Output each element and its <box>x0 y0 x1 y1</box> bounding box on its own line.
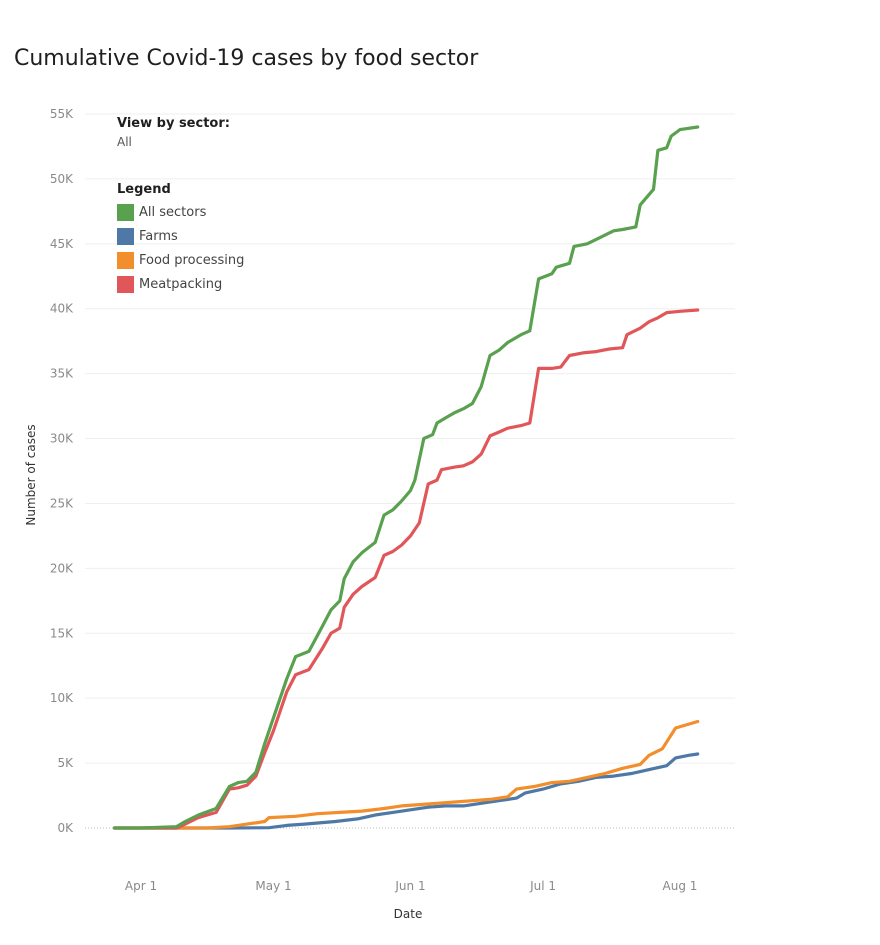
chart-title: Cumulative Covid-19 cases by food sector <box>14 46 479 71</box>
legend-title: Legend <box>117 182 171 197</box>
legend-item-farms[interactable]: Farms <box>117 224 244 248</box>
x-tick-label: May 1 <box>255 879 291 893</box>
y-tick-label: 45K <box>50 237 74 251</box>
gridlines <box>85 113 735 829</box>
y-tick-label: 55K <box>50 107 74 121</box>
series-line-meatpacking[interactable] <box>112 308 700 830</box>
y-tick-label: 30K <box>50 432 74 446</box>
series-line-farms[interactable] <box>112 752 700 830</box>
sector-filter[interactable]: View by sector: All <box>117 116 230 149</box>
series-line-all-sectors[interactable] <box>112 125 700 830</box>
sector-filter-heading: View by sector: <box>117 116 230 131</box>
series-lines <box>112 125 700 830</box>
legend-label: Meatpacking <box>139 276 223 292</box>
y-tick-label: 5K <box>57 756 74 770</box>
legend-label: All sectors <box>139 204 207 220</box>
y-tick-label: 40K <box>50 302 74 316</box>
y-tick-label: 25K <box>50 496 74 510</box>
y-tick-label: 10K <box>50 691 74 705</box>
x-tick-label: Aug 1 <box>663 879 698 893</box>
y-tick-label: 50K <box>50 172 74 186</box>
legend-swatch <box>117 251 134 269</box>
series-line-food-processing[interactable] <box>112 719 700 830</box>
legend-item-meatpacking[interactable]: Meatpacking <box>117 272 244 296</box>
legend-item-food-processing[interactable]: Food processing <box>117 248 244 272</box>
legend-label: Farms <box>139 228 178 244</box>
legend-item-all-sectors[interactable]: All sectors <box>117 200 244 224</box>
y-axis-label: Number of cases <box>24 424 38 525</box>
x-axis-ticks: Apr 1 May 1 Jun 1 Jul 1 Aug 1 <box>125 879 698 893</box>
legend: Legend All sectors Farms Food processing… <box>117 182 244 296</box>
legend-swatch <box>117 203 134 221</box>
x-tick-label: Apr 1 <box>125 879 157 893</box>
sector-filter-value[interactable]: All <box>117 135 132 149</box>
y-tick-label: 35K <box>50 367 74 381</box>
legend-label: Food processing <box>139 252 245 268</box>
legend-swatch <box>117 227 134 245</box>
x-tick-label: Jul 1 <box>529 879 556 893</box>
y-tick-label: 0K <box>57 821 74 835</box>
y-axis-ticks: 0K 5K 10K 15K 20K 25K 30K 35K 40K 45K 50K 55K <box>50 107 74 835</box>
y-tick-label: 15K <box>50 626 74 640</box>
y-tick-label: 20K <box>50 561 74 575</box>
x-tick-label: Jun 1 <box>394 879 425 893</box>
x-axis-label: Date <box>394 907 423 921</box>
legend-swatch <box>117 275 134 293</box>
